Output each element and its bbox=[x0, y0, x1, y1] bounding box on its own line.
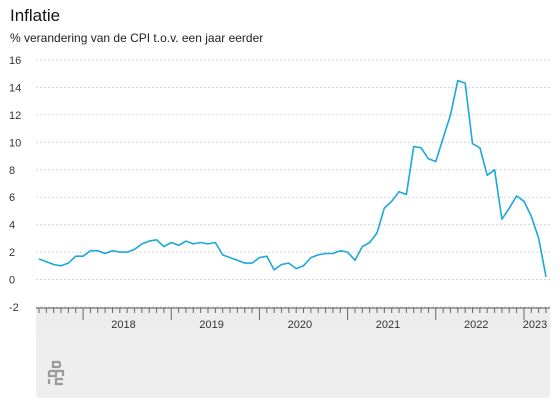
y-tick-label: 4 bbox=[9, 220, 15, 232]
series-line bbox=[38, 79, 547, 277]
cbs-logo-icon bbox=[47, 360, 65, 386]
x-axis-band bbox=[36, 308, 550, 334]
chart-subtitle: % verandering van de CPI t.o.v. een jaar… bbox=[10, 31, 264, 45]
x-year-label: 2023 bbox=[523, 319, 547, 331]
y-tick-label: 8 bbox=[9, 165, 15, 177]
y-tick-label: 6 bbox=[9, 192, 15, 204]
y-tick-label: 10 bbox=[9, 137, 21, 149]
x-year-label: 2020 bbox=[288, 319, 312, 331]
inflation-line bbox=[38, 79, 547, 277]
y-tick-label: 12 bbox=[9, 110, 21, 122]
chart-title: Inflatie bbox=[10, 6, 61, 25]
x-year-label: 2018 bbox=[111, 319, 135, 331]
y-tick-label: 14 bbox=[9, 82, 21, 94]
y-tick-label: 16 bbox=[9, 55, 21, 67]
gridlines bbox=[36, 59, 550, 308]
x-year-label: 2021 bbox=[376, 319, 400, 331]
y-tick-label: 2 bbox=[9, 247, 15, 259]
y-tick-label: 0 bbox=[9, 275, 15, 287]
x-axis: 2018 2019 2020 2021 2022 2023 bbox=[36, 307, 550, 334]
x-year-label: 2019 bbox=[199, 319, 223, 331]
chart-footer bbox=[36, 334, 550, 398]
y-axis-ticks: 16 14 12 10 8 6 4 2 0 -2 bbox=[9, 55, 21, 314]
y-tick-label: -2 bbox=[9, 302, 19, 314]
line-chart: 16 14 12 10 8 6 4 2 0 -2 2018 2019 2020 2021 2022 2023 bbox=[9, 55, 550, 334]
x-year-label: 2022 bbox=[464, 319, 488, 331]
